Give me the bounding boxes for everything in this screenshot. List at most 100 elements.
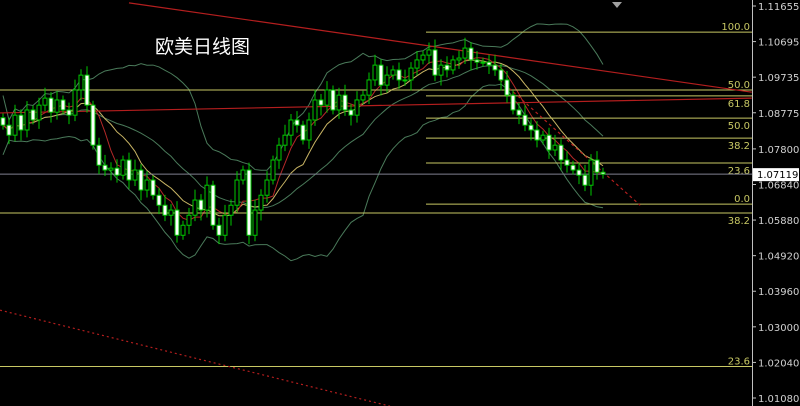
- candle: [366, 72, 372, 105]
- price-axis-bg: [752, 0, 800, 406]
- candle-body: [594, 159, 600, 173]
- candle-body: [396, 69, 402, 81]
- candle: [126, 152, 132, 189]
- candle: [360, 90, 366, 105]
- candle: [498, 64, 504, 91]
- candle-body: [294, 119, 300, 126]
- candle: [420, 50, 426, 65]
- candle: [336, 87, 342, 119]
- fib-level-label: 50.0: [728, 80, 750, 91]
- candle-body: [348, 109, 354, 116]
- trend-line: [499, 79, 641, 206]
- candle: [102, 154, 108, 176]
- candle: [66, 102, 72, 125]
- candle-body: [222, 214, 228, 236]
- candle: [90, 100, 96, 150]
- candle: [450, 55, 456, 75]
- candle-body: [336, 94, 342, 111]
- candle-body: [438, 64, 444, 76]
- chart-title: 欧美日线图: [155, 36, 251, 58]
- candle-body: [102, 164, 108, 171]
- fib-level-label: 38.2: [728, 141, 750, 152]
- candle-body: [480, 61, 486, 64]
- candle-body: [180, 224, 186, 236]
- candle-body: [540, 134, 546, 141]
- candle: [24, 101, 30, 138]
- candle-body: [132, 169, 138, 181]
- candle-body: [432, 49, 438, 76]
- candle: [372, 54, 378, 86]
- candle-body: [216, 224, 222, 236]
- candle: [186, 207, 192, 235]
- candle: [504, 71, 510, 103]
- candle-body: [234, 179, 240, 206]
- candle: [6, 117, 12, 145]
- candle-body: [378, 64, 384, 86]
- candle: [150, 175, 156, 200]
- candle: [444, 56, 450, 78]
- candle: [582, 164, 588, 192]
- candle: [600, 167, 606, 179]
- candle-body: [576, 169, 582, 176]
- candle: [84, 66, 90, 113]
- bollinger-lower: [2, 83, 604, 262]
- candle-body: [174, 209, 180, 236]
- candle-body: [372, 64, 378, 81]
- candle-body: [600, 171, 606, 175]
- candle-body: [276, 144, 282, 161]
- fib-level-label: 50.0: [728, 121, 750, 132]
- candle-body: [306, 119, 312, 141]
- candle: [330, 85, 336, 115]
- candle: [42, 87, 48, 112]
- candle-body: [186, 214, 192, 226]
- candle: [396, 62, 402, 89]
- candle-body: [342, 94, 348, 111]
- trend-line: [128, 2, 752, 93]
- candle: [384, 66, 390, 93]
- candle: [474, 51, 480, 70]
- candle-body: [168, 209, 174, 216]
- fib-level-label: 0.0: [734, 194, 750, 205]
- candle: [468, 42, 474, 71]
- candle-body: [36, 104, 42, 121]
- candle-body: [402, 79, 408, 82]
- price-axis-label: 1.03000: [758, 323, 799, 334]
- candle-body: [288, 119, 294, 136]
- candle-body: [462, 47, 468, 59]
- candle-body: [156, 194, 162, 206]
- candle: [216, 217, 222, 245]
- candle-body: [588, 159, 594, 186]
- candle: [264, 171, 270, 203]
- candle-body: [450, 59, 456, 71]
- candle: [546, 127, 552, 159]
- candle-body: [492, 64, 498, 71]
- candle-body: [90, 104, 96, 146]
- candle: [168, 204, 174, 226]
- candle-body: [60, 99, 66, 111]
- candle-body: [162, 204, 168, 216]
- candle-body: [30, 109, 36, 121]
- candle: [348, 104, 354, 126]
- candle-body: [534, 129, 540, 141]
- candle: [426, 42, 432, 65]
- candle: [588, 154, 594, 196]
- candle-body: [126, 159, 132, 181]
- candle-body: [366, 79, 372, 96]
- candle-body: [270, 159, 276, 181]
- candle: [18, 109, 24, 141]
- candle-body: [528, 124, 534, 131]
- fib-level-label: 23.6: [728, 356, 750, 367]
- price-axis-label: 1.05880: [758, 216, 799, 227]
- price-axis-label: 1.06840: [758, 180, 799, 191]
- candle-body: [48, 97, 54, 113]
- candle: [222, 204, 228, 242]
- candle: [204, 176, 210, 218]
- fib-level-label: 61.8: [728, 99, 750, 110]
- candle-body: [504, 79, 510, 96]
- candle-body: [24, 109, 30, 131]
- candle: [156, 187, 162, 215]
- candle: [72, 79, 78, 122]
- candle: [234, 171, 240, 213]
- candle-body: [408, 67, 414, 81]
